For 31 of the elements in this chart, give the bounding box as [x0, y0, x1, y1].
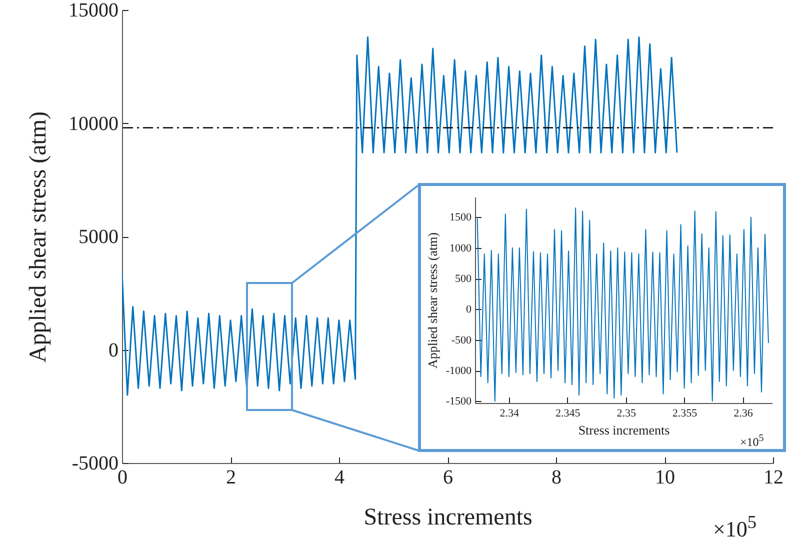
y-tick-label: 1500 [450, 212, 472, 224]
x-tick-label: 2 [226, 466, 236, 488]
y-tick-label: 500 [455, 273, 472, 286]
y-axis-title: Applied shear stress (atm) [424, 232, 440, 369]
x-axis-title: Stress increments [364, 504, 532, 530]
y-tick-label: -1000 [446, 365, 472, 378]
annotation: ×10$^{5}$ [740, 433, 764, 450]
y-axis-title: Applied shear stress (atm) [26, 111, 52, 363]
line-series [122, 36, 678, 396]
y-tick-label: 1000 [450, 242, 472, 254]
x-tick-label: 10 [655, 466, 675, 488]
y-tick-label: 0 [108, 339, 118, 362]
y-tick-label: 15000 [68, 0, 118, 22]
y-tick-label: -500 [451, 334, 472, 346]
y-tick-label: -1500 [446, 396, 472, 408]
text: ×10$^{5}$ [713, 512, 757, 542]
y-tick-label: 0 [466, 304, 472, 316]
y-tick-label: 10000 [68, 112, 118, 135]
x-tick-label: 6 [443, 466, 453, 488]
x-tick-label: 2.34 [500, 408, 520, 420]
x-tick-label: 8 [552, 466, 562, 488]
line-series [476, 208, 769, 402]
x-tick-label: 2.345 [556, 408, 581, 420]
x-axis-title: Stress increments [578, 422, 670, 438]
x-tick-label: 4 [334, 466, 344, 488]
x-tick-label: 2.36 [734, 408, 754, 420]
x-tick-label: 12 [764, 466, 784, 488]
y-tick-label: 5000 [78, 226, 118, 248]
x-tick-label: 2.35 [616, 408, 636, 420]
x-tick-label: 2.355 [672, 408, 698, 420]
y-tick-label: -5000 [72, 452, 118, 474]
